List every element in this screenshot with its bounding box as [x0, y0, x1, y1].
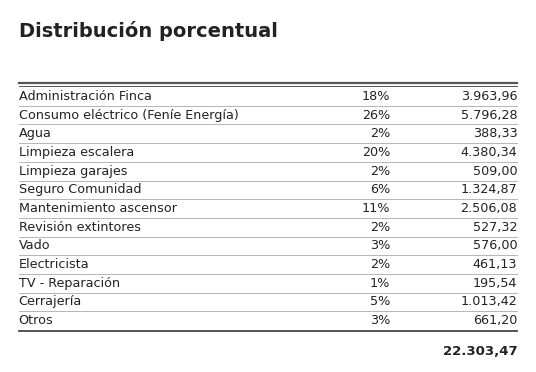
Text: Mantenimiento ascensor: Mantenimiento ascensor — [19, 202, 177, 215]
Text: 18%: 18% — [361, 90, 390, 103]
Text: 461,13: 461,13 — [473, 258, 517, 271]
Text: 1%: 1% — [370, 277, 390, 290]
Text: Otros: Otros — [19, 314, 54, 327]
Text: Limpieza garajes: Limpieza garajes — [19, 165, 127, 178]
Text: 661,20: 661,20 — [473, 314, 517, 327]
Text: 527,32: 527,32 — [473, 221, 517, 234]
Text: Seguro Comunidad: Seguro Comunidad — [19, 183, 141, 196]
Text: 5%: 5% — [370, 295, 390, 308]
Text: 4.380,34: 4.380,34 — [460, 146, 517, 159]
Text: Revisión extintores: Revisión extintores — [19, 221, 140, 234]
Text: Vado: Vado — [19, 240, 50, 253]
Text: 3%: 3% — [370, 240, 390, 253]
Text: 2%: 2% — [370, 258, 390, 271]
Text: Electricista: Electricista — [19, 258, 90, 271]
Text: 1.324,87: 1.324,87 — [460, 183, 517, 196]
Text: 1.013,42: 1.013,42 — [460, 295, 517, 308]
Text: 26%: 26% — [362, 109, 390, 122]
Text: 6%: 6% — [370, 183, 390, 196]
Text: 2.506,08: 2.506,08 — [460, 202, 517, 215]
Text: 11%: 11% — [361, 202, 390, 215]
Text: Administración Finca: Administración Finca — [19, 90, 152, 103]
Text: 22.303,47: 22.303,47 — [443, 345, 517, 357]
Text: 3%: 3% — [370, 314, 390, 327]
Text: 195,54: 195,54 — [473, 277, 517, 290]
Text: 2%: 2% — [370, 127, 390, 140]
Text: Cerrajería: Cerrajería — [19, 295, 82, 308]
Text: Agua: Agua — [19, 127, 51, 140]
Text: Distribución porcentual: Distribución porcentual — [19, 21, 278, 41]
Text: 20%: 20% — [362, 146, 390, 159]
Text: Consumo eléctrico (Feníe Energía): Consumo eléctrico (Feníe Energía) — [19, 109, 239, 122]
Text: 2%: 2% — [370, 221, 390, 234]
Text: Limpieza escalera: Limpieza escalera — [19, 146, 134, 159]
Text: 509,00: 509,00 — [473, 165, 517, 178]
Text: 5.796,28: 5.796,28 — [460, 109, 517, 122]
Text: 576,00: 576,00 — [473, 240, 517, 253]
Text: 3.963,96: 3.963,96 — [461, 90, 517, 103]
Text: 388,33: 388,33 — [473, 127, 517, 140]
Text: TV - Reparación: TV - Reparación — [19, 277, 120, 290]
Text: 2%: 2% — [370, 165, 390, 178]
